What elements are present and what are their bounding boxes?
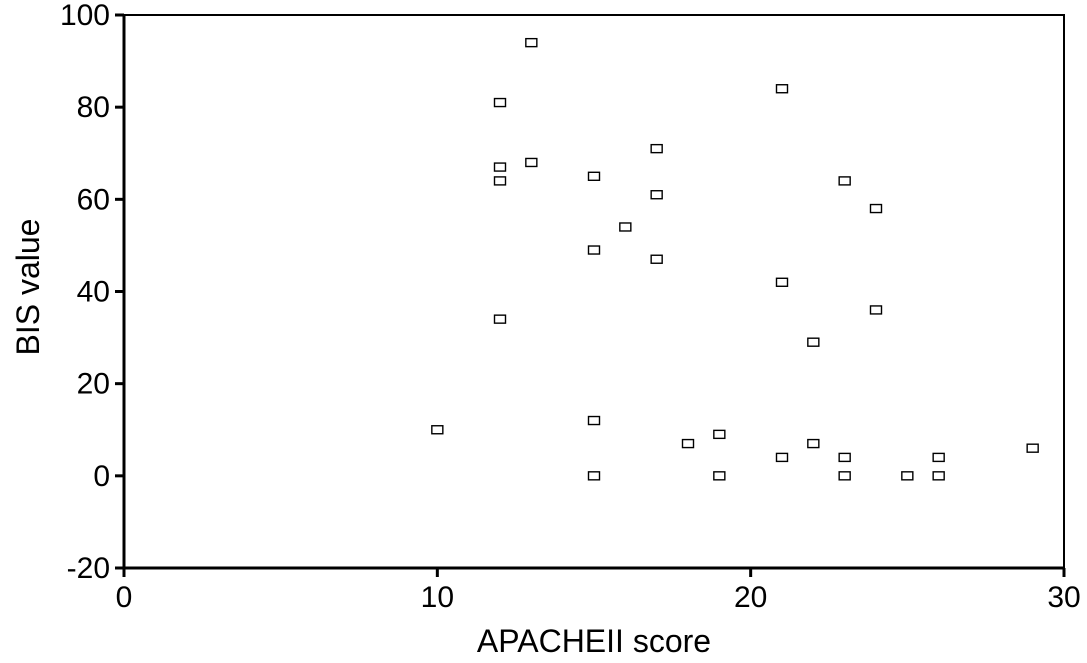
data-point [901, 471, 914, 481]
x-tick-label: 0 [116, 581, 133, 614]
y-tick-label: -20 [67, 552, 110, 585]
data-point [650, 190, 663, 200]
data-point [587, 171, 601, 181]
data-point [775, 277, 789, 287]
data-point [838, 452, 851, 463]
x-tick-label: 20 [734, 581, 767, 614]
data-point [431, 425, 444, 435]
data-point [493, 97, 507, 108]
data-point [587, 415, 601, 426]
x-axis-ticks: 0 10 20 30 [116, 568, 1081, 614]
data-point [713, 471, 726, 481]
data-point [493, 176, 507, 186]
y-tick-label: 80 [77, 91, 110, 124]
data-point [619, 222, 632, 232]
data-point [587, 471, 601, 481]
data-point [932, 452, 945, 463]
data-point [807, 438, 820, 449]
y-axis-title: BIS value [10, 219, 46, 356]
y-axis-ticks: -20 0 20 40 60 80 100 [60, 0, 124, 585]
data-point [869, 305, 883, 315]
data-point [1026, 443, 1039, 453]
data-point [493, 162, 507, 172]
y-tick-label: 0 [93, 460, 110, 493]
y-tick-label: 20 [77, 368, 110, 401]
data-point [932, 471, 945, 481]
data-point [650, 143, 663, 154]
y-tick-label: 100 [60, 0, 110, 32]
x-axis-title: APACHEII score [477, 623, 711, 659]
data-point [775, 452, 789, 463]
data-point [587, 245, 601, 255]
data-point [838, 176, 851, 186]
data-point [838, 471, 851, 481]
data-point [869, 203, 883, 214]
data-point [681, 438, 695, 449]
data-point [807, 337, 820, 347]
data-point [525, 157, 538, 168]
y-tick-label: 40 [77, 276, 110, 309]
x-tick-label: 10 [421, 581, 454, 614]
plot-frame [123, 14, 1065, 569]
data-point [493, 314, 507, 324]
data-point [713, 429, 726, 440]
data-point [525, 37, 538, 48]
data-points [431, 37, 1039, 481]
y-tick-label: 60 [77, 183, 110, 216]
data-point [775, 84, 789, 94]
x-tick-label: 30 [1047, 581, 1080, 614]
data-point [650, 254, 663, 264]
